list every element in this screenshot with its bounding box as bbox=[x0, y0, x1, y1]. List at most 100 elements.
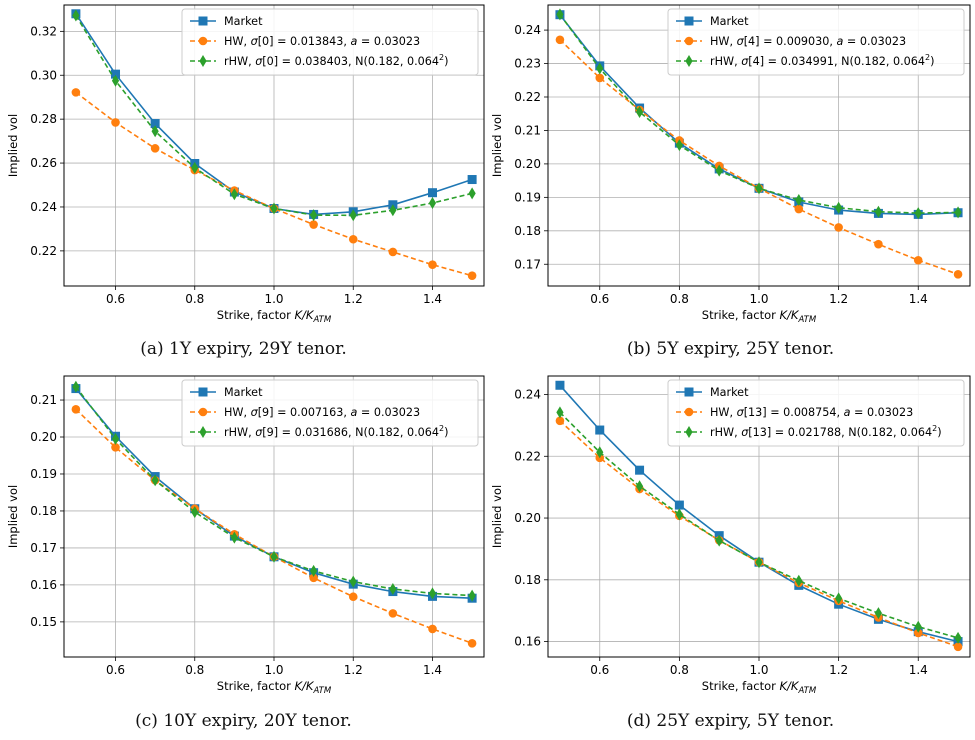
x-tick-label: 0.6 bbox=[590, 292, 609, 306]
data-point-market bbox=[595, 426, 604, 435]
data-point-hw bbox=[111, 118, 120, 127]
legend-label-market: Market bbox=[224, 15, 263, 28]
x-tick-label: 0.8 bbox=[185, 292, 204, 306]
x-tick-label: 0.6 bbox=[590, 663, 609, 677]
x-axis-label: Strike, factor K/KATM bbox=[702, 308, 817, 325]
data-point-hw bbox=[954, 270, 963, 279]
y-tick-label: 0.22 bbox=[514, 449, 541, 463]
legend-label-rhw: rHW, σ[0] = 0.038403, N(0.182, 0.0642) bbox=[224, 53, 448, 68]
legend-label-hw: HW, σ[13] = 0.008754, a = 0.03023 bbox=[710, 406, 913, 419]
y-tick-label: 0.20 bbox=[30, 430, 57, 444]
legend-marker-hw bbox=[199, 408, 208, 417]
y-tick-label: 0.17 bbox=[30, 541, 57, 555]
legend-label-rhw: rHW, σ[9] = 0.031686, N(0.182, 0.0642) bbox=[224, 424, 448, 439]
y-tick-label: 0.28 bbox=[30, 112, 57, 126]
legend-marker-market bbox=[199, 17, 208, 26]
data-point-market bbox=[428, 188, 437, 197]
data-point-hw bbox=[349, 592, 358, 601]
data-point-hw bbox=[309, 220, 318, 229]
y-axis-label: Implied vol bbox=[490, 114, 504, 177]
legend: Market HW, σ[13] = 0.008754, a = 0.03023 r… bbox=[668, 380, 964, 446]
legend-label-market: Market bbox=[710, 386, 749, 399]
legend-marker-hw bbox=[199, 37, 208, 46]
y-axis-label: Implied vol bbox=[490, 485, 504, 548]
y-tick-label: 0.24 bbox=[514, 23, 541, 37]
y-tick-label: 0.15 bbox=[30, 615, 57, 629]
y-tick-label: 0.30 bbox=[30, 68, 57, 82]
data-point-hw bbox=[428, 625, 437, 634]
x-tick-label: 1.2 bbox=[344, 292, 363, 306]
x-tick-label: 1.2 bbox=[344, 663, 363, 677]
data-point-hw bbox=[389, 609, 398, 618]
legend-marker-hw bbox=[685, 408, 694, 417]
data-point-hw bbox=[349, 235, 358, 244]
data-point-hw bbox=[914, 256, 923, 265]
caption-d: (d) 25Y expiry, 5Y tenor. bbox=[487, 711, 974, 731]
y-tick-label: 0.16 bbox=[30, 578, 57, 592]
x-tick-label: 0.8 bbox=[670, 663, 689, 677]
data-point-rhw bbox=[556, 406, 563, 418]
x-axis-label: Strike, factor K/KATM bbox=[217, 679, 332, 696]
legend: Market HW, σ[4] = 0.009030, a = 0.03023 rH… bbox=[668, 9, 964, 75]
y-tick-label: 0.22 bbox=[30, 244, 57, 258]
legend-label-rhw: rHW, σ[13] = 0.021788, N(0.182, 0.0642) bbox=[710, 424, 942, 439]
x-tick-label: 1.0 bbox=[749, 292, 768, 306]
y-tick-label: 0.16 bbox=[514, 635, 541, 649]
data-point-hw bbox=[556, 35, 565, 44]
chart-panel-c: 0.6 0.8 1.0 1.2 1.4 0.15 0.16 0.17 0.18 0.19 0.20 0… bbox=[6, 376, 484, 696]
y-tick-label: 0.20 bbox=[514, 511, 541, 525]
x-axis-label: Strike, factor K/KATM bbox=[217, 308, 332, 325]
legend: Market HW, σ[0] = 0.013843, a = 0.03023 rH… bbox=[182, 9, 478, 75]
x-tick-label: 1.0 bbox=[264, 292, 283, 306]
x-tick-label: 1.0 bbox=[749, 663, 768, 677]
data-point-market bbox=[675, 501, 684, 510]
y-tick-label: 0.19 bbox=[30, 467, 57, 481]
x-tick-label: 0.8 bbox=[185, 663, 204, 677]
y-tick-label: 0.18 bbox=[514, 224, 541, 238]
data-point-rhw bbox=[469, 187, 476, 199]
y-axis-label: Implied vol bbox=[6, 485, 20, 548]
legend-label-hw: HW, σ[0] = 0.013843, a = 0.03023 bbox=[224, 35, 420, 48]
y-tick-label: 0.23 bbox=[514, 57, 541, 71]
legend-marker-market bbox=[199, 388, 208, 397]
data-point-market bbox=[555, 381, 564, 390]
x-tick-label: 1.4 bbox=[423, 292, 442, 306]
y-tick-label: 0.32 bbox=[30, 24, 57, 38]
chart-panel-b: 0.6 0.8 1.0 1.2 1.4 0.17 0.18 0.19 0.20 0.21 0.22 0… bbox=[490, 5, 970, 325]
y-tick-label: 0.22 bbox=[514, 90, 541, 104]
legend-label-market: Market bbox=[224, 386, 263, 399]
data-point-hw bbox=[151, 144, 160, 153]
data-point-market bbox=[635, 466, 644, 475]
chart-panel-d: 0.6 0.8 1.0 1.2 1.40.160.180.200.220.24Strik… bbox=[490, 376, 970, 696]
y-tick-label: 0.21 bbox=[30, 393, 57, 407]
x-tick-label: 1.4 bbox=[909, 292, 928, 306]
data-point-hw bbox=[72, 405, 81, 414]
y-tick-label: 0.24 bbox=[514, 388, 541, 402]
legend-marker-hw bbox=[685, 37, 694, 46]
data-point-hw bbox=[874, 240, 883, 249]
x-tick-label: 0.8 bbox=[670, 292, 689, 306]
y-tick-label: 0.18 bbox=[514, 573, 541, 587]
x-tick-label: 0.6 bbox=[106, 663, 125, 677]
data-point-hw bbox=[468, 271, 477, 280]
legend-label-hw: HW, σ[9] = 0.007163, a = 0.03023 bbox=[224, 406, 420, 419]
data-point-market bbox=[468, 175, 477, 184]
legend-label-market: Market bbox=[710, 15, 749, 28]
x-tick-label: 1.4 bbox=[909, 663, 928, 677]
caption-a: (a) 1Y expiry, 29Y tenor. bbox=[0, 339, 487, 359]
data-point-hw bbox=[834, 223, 843, 232]
x-tick-label: 1.0 bbox=[264, 663, 283, 677]
y-tick-label: 0.26 bbox=[30, 156, 57, 170]
y-tick-label: 0.18 bbox=[30, 504, 57, 518]
data-point-hw bbox=[389, 248, 398, 257]
caption-b: (b) 5Y expiry, 25Y tenor. bbox=[487, 339, 974, 359]
y-tick-label: 0.20 bbox=[514, 157, 541, 171]
legend: Market HW, σ[9] = 0.007163, a = 0.03023 rH… bbox=[182, 380, 478, 446]
y-axis-label: Implied vol bbox=[6, 114, 20, 177]
y-tick-label: 0.21 bbox=[514, 123, 541, 137]
x-tick-label: 1.4 bbox=[423, 663, 442, 677]
data-point-hw bbox=[428, 260, 437, 269]
x-tick-label: 1.2 bbox=[829, 663, 848, 677]
data-point-hw bbox=[795, 205, 804, 214]
